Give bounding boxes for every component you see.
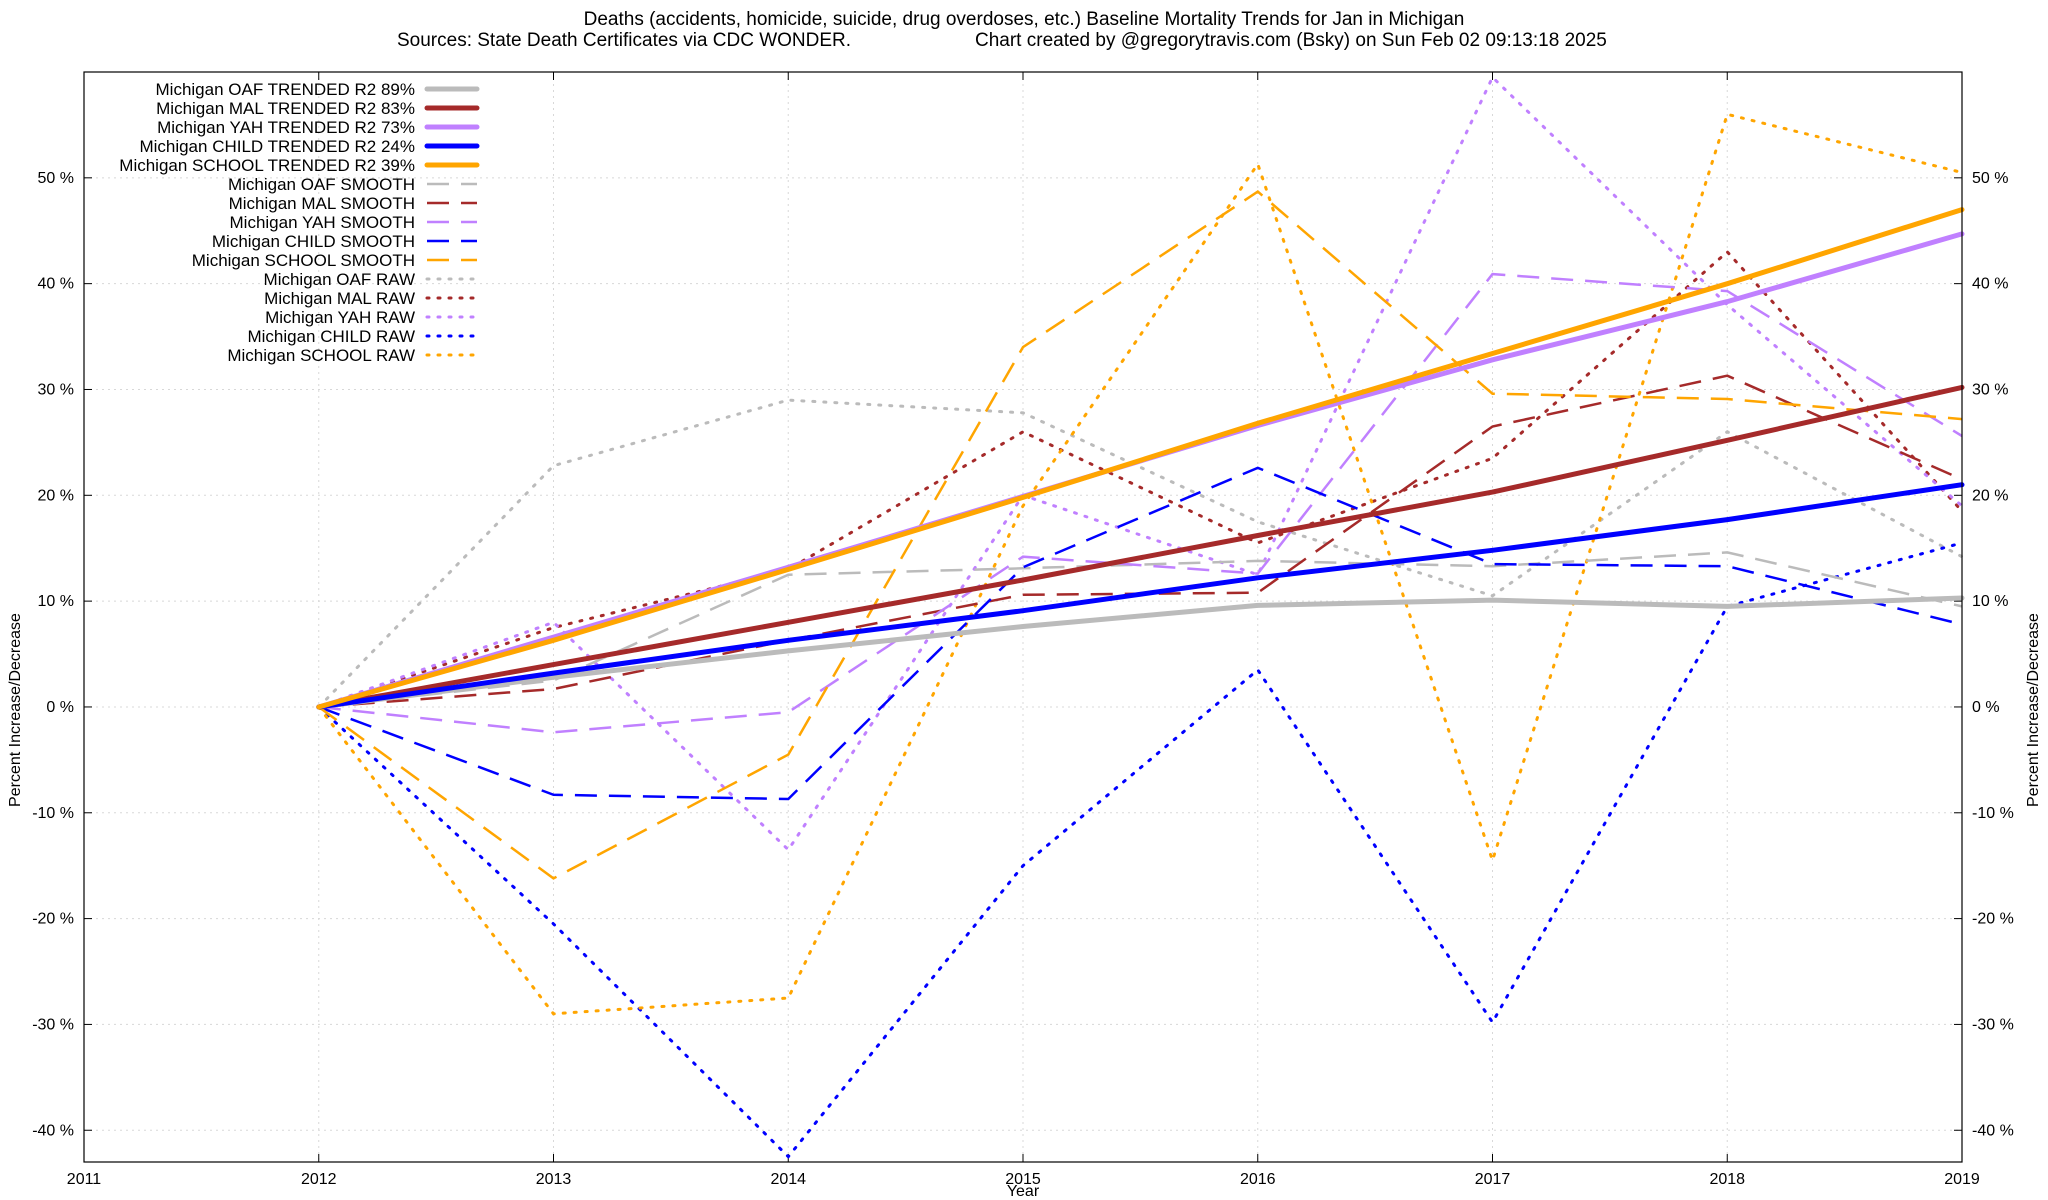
y2-axis-label: Percent Increase/Decrease [2025, 613, 2042, 807]
y2-tick-label: -20 % [1972, 911, 2014, 928]
x-tick-label: 2015 [1005, 1171, 1041, 1188]
legend-label: Michigan CHILD RAW [247, 327, 415, 346]
x-tick-label: 2016 [1240, 1171, 1276, 1188]
y2-tick-label: 20 % [1972, 487, 2008, 504]
y-tick-label: 0 % [46, 699, 74, 716]
y-tick-label: 10 % [38, 593, 74, 610]
series-line-michigan-oaf-raw [317, 398, 1964, 709]
x-tick-label: 2011 [67, 1171, 102, 1188]
x-tick-label: 2017 [1475, 1171, 1511, 1188]
y2-tick-label: 0 % [1972, 699, 2000, 716]
x-tick-label: 2013 [536, 1171, 572, 1188]
legend-label: Michigan OAF TRENDED R2 89% [156, 80, 416, 99]
y2-tick-label: 30 % [1972, 381, 2008, 398]
series-line-michigan-child-raw [317, 541, 1964, 1159]
legend-label: Michigan MAL RAW [264, 289, 415, 308]
series-line-michigan-child-smooth [318, 466, 1963, 801]
legend-label: Michigan CHILD SMOOTH [212, 232, 415, 251]
chart-subtitle-sources: Sources: State Death Certificates via CD… [397, 30, 851, 51]
series-line-michigan-school-trended-r2-39 [316, 207, 1965, 710]
x-tick-label: 2018 [1709, 1171, 1745, 1188]
series-line-michigan-mal-trended-r2-83 [316, 384, 1965, 710]
y-tick-label: -10 % [32, 805, 74, 822]
y2-tick-label: -10 % [1972, 805, 2014, 822]
series-line-michigan-school-raw [317, 112, 1964, 1016]
legend-label: Michigan SCHOOL RAW [227, 346, 415, 365]
legend-label: Michigan SCHOOL SMOOTH [192, 251, 415, 270]
legend: Michigan OAF TRENDED R2 89%Michigan MAL … [119, 80, 480, 365]
y-tick-label: 40 % [38, 276, 74, 293]
series-line-michigan-yah-smooth [318, 272, 1963, 734]
series-line-michigan-mal-smooth [318, 374, 1963, 709]
axis-ticks: 2011 2012 2013 2014 2015 2016 2017 2018 2019 -40 … [32, 72, 2014, 1188]
y2-tick-label: 40 % [1972, 276, 2008, 293]
legend-label: Michigan OAF RAW [264, 270, 415, 289]
legend-label: Michigan YAH RAW [265, 308, 415, 327]
series-lines [316, 74, 1965, 1159]
x-tick-label: 2012 [301, 1171, 337, 1188]
y-axis-label: Percent Increase/Decrease [7, 613, 24, 807]
series-line-michigan-mal-raw [317, 249, 1964, 709]
y2-tick-label: -40 % [1972, 1122, 2014, 1139]
series-line-michigan-school-smooth [318, 190, 1963, 880]
y2-tick-label: -30 % [1972, 1016, 2014, 1033]
x-tick-label: 2014 [770, 1171, 806, 1188]
series-line-michigan-child-trended-r2-24 [316, 482, 1965, 710]
plot-frame [83, 71, 1963, 1163]
y2-tick-label: 10 % [1972, 593, 2008, 610]
legend-label: Michigan OAF SMOOTH [228, 175, 415, 194]
y2-tick-label: 50 % [1972, 170, 2008, 187]
series-line-michigan-oaf-trended-r2-89 [316, 595, 1965, 710]
y-tick-label: 30 % [38, 381, 74, 398]
legend-label: Michigan YAH TRENDED R2 73% [157, 118, 415, 137]
y-tick-label: -20 % [32, 911, 74, 928]
legend-label: Michigan YAH SMOOTH [230, 213, 415, 232]
y-tick-label: 50 % [38, 170, 74, 187]
legend-label: Michigan MAL TRENDED R2 83% [156, 99, 415, 118]
chart-title: Deaths (accidents, homicide, suicide, dr… [584, 9, 1465, 30]
series-line-michigan-oaf-smooth [318, 551, 1963, 709]
x-axis-label: Year [1007, 1183, 1040, 1200]
legend-label: Michigan CHILD TRENDED R2 24% [139, 137, 415, 156]
legend-label: Michigan MAL SMOOTH [229, 194, 415, 213]
legend-label: Michigan SCHOOL TRENDED R2 39% [119, 156, 415, 175]
y-tick-label: 20 % [38, 487, 74, 504]
chart-subtitle-credit: Chart created by @gregorytravis.com (Bsk… [975, 30, 1607, 51]
y-tick-label: -30 % [32, 1016, 74, 1033]
y-tick-label: -40 % [32, 1122, 74, 1139]
x-tick-label: 2019 [1944, 1171, 1980, 1188]
